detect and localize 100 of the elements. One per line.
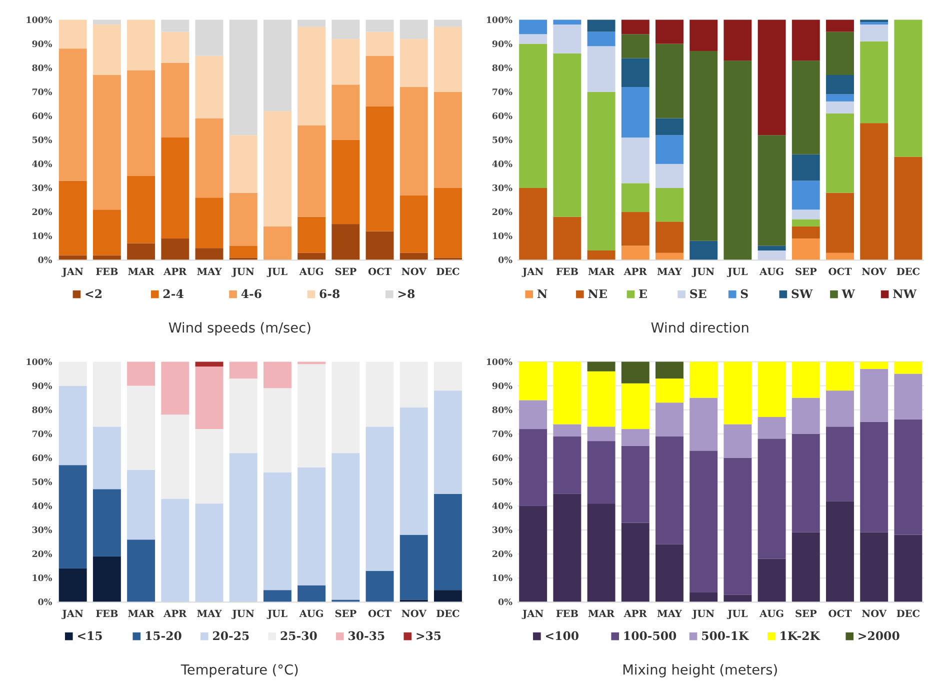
bar <box>400 195 428 253</box>
y-tick-label: 30% <box>492 184 514 194</box>
bar <box>690 362 718 398</box>
bar <box>298 26 326 126</box>
bar <box>792 20 820 61</box>
bar <box>587 20 616 32</box>
bar <box>400 252 428 260</box>
bar <box>826 113 854 193</box>
legend-label: 6-8 <box>319 287 340 302</box>
x-tick-label: OCT <box>368 266 392 278</box>
bar <box>195 56 224 118</box>
bar <box>263 362 292 388</box>
bar <box>229 362 258 379</box>
bar <box>792 219 820 226</box>
bar <box>587 250 616 260</box>
x-tick-label: MAR <box>588 608 616 620</box>
y-tick-label: 80% <box>32 64 53 74</box>
bar <box>860 41 888 124</box>
bar <box>690 450 718 592</box>
bar <box>621 362 650 384</box>
bar <box>400 407 428 535</box>
bar <box>263 590 292 602</box>
bar <box>860 362 888 369</box>
bar <box>366 426 394 571</box>
bar <box>826 75 854 94</box>
legend-label: E <box>638 287 648 302</box>
bar <box>92 75 121 210</box>
bar <box>298 364 326 468</box>
y-tick-label: 60% <box>492 454 514 464</box>
legend-label: NE <box>588 287 608 302</box>
bar <box>332 84 360 140</box>
y-tick-label: 0% <box>498 256 514 266</box>
x-tick-label: MAY <box>657 608 683 620</box>
bar <box>758 362 786 418</box>
legend-label: <15 <box>76 629 103 644</box>
text: Mixing height (meters) <box>622 662 778 678</box>
bar <box>195 362 224 367</box>
bar <box>161 62 190 138</box>
x-tick-label: DEC <box>896 266 920 278</box>
bar <box>656 252 684 260</box>
bar <box>366 231 394 260</box>
bar <box>553 494 582 602</box>
bar <box>656 378 684 403</box>
bar <box>656 402 684 436</box>
x-tick-label: APR <box>622 266 648 278</box>
legend-label: 500-1K <box>701 629 750 644</box>
bar <box>298 216 326 253</box>
bar <box>553 24 582 54</box>
bar <box>161 20 190 32</box>
bar <box>792 154 820 181</box>
bar <box>434 20 462 27</box>
bar <box>519 20 548 34</box>
bar <box>860 20 888 22</box>
y-tick-label: 0% <box>38 256 53 266</box>
bar <box>656 362 684 379</box>
bar <box>724 20 752 61</box>
bar <box>127 176 156 244</box>
bar <box>332 362 360 454</box>
y-tick-label: 50% <box>32 136 53 146</box>
bar <box>587 504 616 602</box>
bar <box>434 188 462 258</box>
bar <box>519 362 548 400</box>
x-tick-label: AUG <box>758 266 784 278</box>
bar <box>434 494 462 590</box>
y-tick-label: 70% <box>32 88 53 98</box>
bar <box>332 20 360 39</box>
bar <box>298 20 326 27</box>
bar <box>690 20 718 51</box>
text: Temperature (°C) <box>180 662 299 678</box>
bar <box>298 125 326 217</box>
x-tick-label: AUG <box>298 266 324 278</box>
x-tick-label: DEC <box>436 266 460 278</box>
bar <box>724 594 752 602</box>
bar <box>826 101 854 114</box>
x-tick-label: MAY <box>657 266 683 278</box>
legend-label: 4-6 <box>240 287 262 302</box>
bar <box>587 441 616 504</box>
legend-label: >35 <box>415 629 442 644</box>
bar <box>58 568 87 602</box>
bar <box>724 60 752 260</box>
y-tick-label: 0% <box>498 598 514 608</box>
bar <box>298 585 326 602</box>
y-tick-label: 90% <box>492 382 514 392</box>
bar <box>690 592 718 602</box>
bar <box>58 465 87 568</box>
bar <box>366 362 394 427</box>
x-tick-label: SEP <box>334 266 358 278</box>
x-tick-label: AUG <box>758 608 784 620</box>
x-tick-label: JUL <box>726 608 748 620</box>
legend-label: 20-25 <box>212 629 250 644</box>
bar <box>826 192 854 253</box>
legend-label: 15-20 <box>144 629 182 644</box>
x-tick-label: AUG <box>298 608 324 620</box>
x-tick-label: MAY <box>196 608 223 620</box>
bar <box>621 138 650 184</box>
bar <box>792 180 820 210</box>
bar <box>758 417 786 439</box>
y-tick-label: 100% <box>26 16 53 26</box>
x-tick-label: FEB <box>96 266 118 278</box>
legend-label: N <box>536 287 548 302</box>
